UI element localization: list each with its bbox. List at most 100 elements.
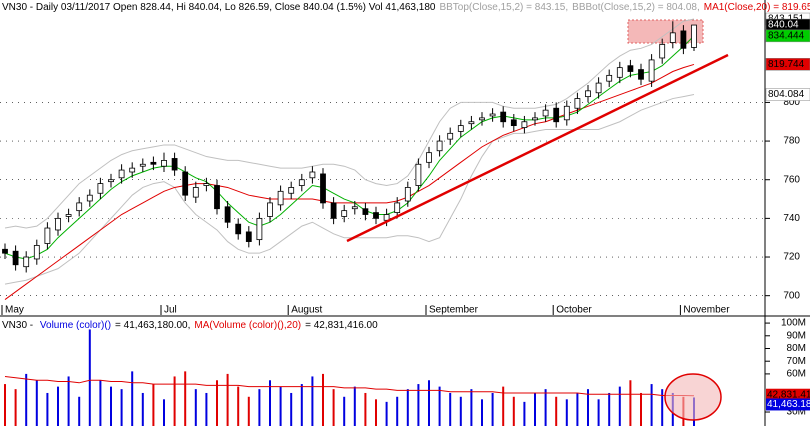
candle-body	[468, 121, 475, 125]
y-tick-label: 720	[783, 252, 800, 263]
y-tick-label: 740	[783, 213, 800, 224]
volume-bar	[449, 392, 452, 426]
volume-bar	[184, 371, 187, 426]
candle-body	[277, 190, 284, 206]
volume-bar	[110, 386, 112, 426]
candle-body	[669, 32, 676, 43]
volume-bar	[587, 389, 589, 426]
candle-body	[182, 171, 189, 196]
header-segment: = 42,831,416.00	[305, 320, 378, 331]
candle-body	[500, 111, 507, 123]
volume-bar	[470, 389, 473, 426]
volume-bar	[216, 380, 218, 426]
candle-body	[532, 117, 538, 121]
candle-body	[341, 210, 348, 217]
candle-body	[224, 206, 231, 223]
header-segment: = 41,463,180.00,	[115, 320, 190, 331]
y-tick-label: 700	[783, 290, 800, 301]
volume-bar	[14, 389, 17, 426]
candle-body	[563, 105, 570, 121]
candle-body	[595, 82, 602, 94]
candle-body	[108, 179, 114, 183]
candle-body	[2, 248, 8, 254]
candle-body	[288, 187, 295, 194]
candle-body	[415, 163, 422, 186]
price-pane: May Jul August September October November	[0, 18, 770, 316]
candle-body	[214, 185, 220, 210]
volume-bar	[650, 384, 653, 426]
header-segment: BBBot(Close,15,2) = 804.08,	[572, 2, 700, 13]
highlight-ellipse	[664, 373, 722, 421]
volume-bar	[459, 396, 462, 426]
y-tick-label: 760	[783, 174, 800, 185]
y-tick-label: 100M	[781, 318, 806, 329]
volume-bar	[290, 392, 293, 426]
candle-body	[129, 167, 136, 173]
candle-body	[309, 171, 316, 179]
volume-bar	[343, 396, 346, 426]
candle-body	[362, 208, 369, 215]
y-tick-label: 800	[783, 97, 800, 108]
header-segment: MA(Volume (color)(),20)	[194, 320, 301, 331]
header-segment: VN30 -	[2, 320, 36, 331]
volume-bar	[226, 373, 229, 426]
volume-ma-line	[4, 375, 695, 397]
candle-body	[447, 132, 454, 140]
candle-body	[150, 161, 157, 165]
candle-body	[76, 202, 83, 212]
volume-bar	[597, 399, 600, 426]
volume-bar	[300, 384, 303, 426]
candle-body	[606, 74, 613, 82]
volume-bar	[629, 380, 632, 426]
volume-bar	[258, 389, 261, 426]
volume-bar	[565, 399, 568, 426]
header-segment: Volume (color)()	[40, 320, 111, 331]
y-tick-label: 30M	[787, 407, 806, 418]
volume-bar	[322, 373, 324, 426]
candle-body	[245, 231, 252, 242]
indicator-line	[4, 94, 695, 285]
pane-header: VN30 - Daily 03/11/2017 Open 828.44, Hi …	[2, 2, 810, 13]
candle-body	[553, 107, 560, 123]
volume-bar	[364, 392, 367, 426]
volume-bar	[152, 384, 155, 426]
y-tick-label: 70M	[787, 356, 806, 367]
volume-bar	[608, 392, 611, 426]
volume-bar	[25, 373, 28, 426]
value-label-bg	[765, 88, 810, 101]
x-tick-label: May	[5, 305, 24, 316]
x-tick-label: September	[429, 305, 479, 316]
candle-body	[616, 67, 623, 78]
candle-body	[489, 113, 496, 117]
indicator-line	[4, 35, 695, 260]
y-tick-label: 60M	[787, 369, 806, 380]
volume-bar	[120, 389, 123, 426]
x-tick-label: October	[556, 305, 592, 316]
volume-pane	[4, 322, 770, 426]
x-tick-label: November	[683, 305, 730, 316]
candle-body	[330, 202, 337, 219]
value-label-bg	[766, 388, 810, 401]
volume-bar	[428, 380, 430, 426]
candle-body	[203, 183, 210, 186]
candle-body	[627, 65, 634, 72]
candle-body	[44, 227, 51, 244]
volume-bar	[279, 386, 282, 426]
candle-body	[23, 256, 30, 268]
value-label-bg	[766, 398, 810, 411]
volume-bar	[534, 392, 536, 426]
candle-body	[426, 152, 432, 163]
candle-body	[436, 140, 443, 152]
candle-body	[373, 212, 379, 219]
volume-bar	[4, 384, 6, 426]
volume-bar	[661, 389, 664, 426]
volume-bar	[247, 396, 250, 426]
volume-bar	[332, 389, 335, 426]
candle-body	[97, 183, 104, 194]
volume-bar	[502, 386, 505, 426]
volume-bar	[544, 389, 547, 426]
candle-body	[298, 179, 305, 186]
volume-bar	[353, 386, 356, 426]
candle-body	[86, 194, 93, 202]
